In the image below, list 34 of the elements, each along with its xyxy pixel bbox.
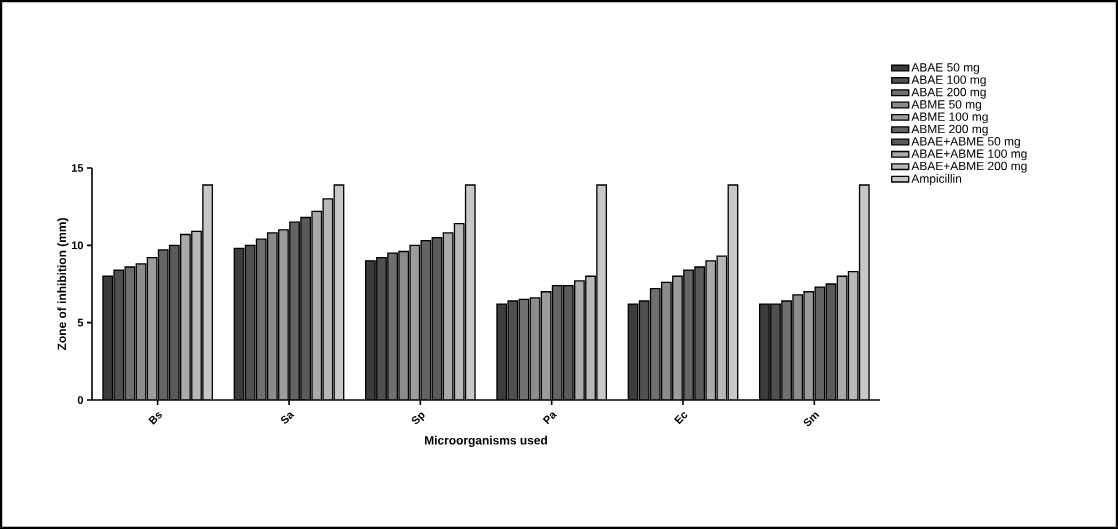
- bar: [376, 257, 387, 400]
- bar: [191, 231, 202, 400]
- legend-label: ABAE 50 mg: [911, 63, 980, 74]
- x-tick-label: Sp: [411, 412, 425, 425]
- legend-label: Ampicillin: [911, 174, 962, 186]
- x-tick-label: Ec: [674, 412, 688, 425]
- x-tick-label: Sm: [803, 412, 820, 427]
- y-axis-title: Zone of inhibition (mm): [57, 218, 69, 351]
- y-tick-label: 15: [71, 164, 84, 172]
- legend-label: ABAE 100 mg: [911, 75, 986, 87]
- legend-label: ABME 100 mg: [911, 112, 988, 124]
- bar: [574, 280, 585, 400]
- y-tick-label: 0: [77, 396, 84, 404]
- bar: [781, 300, 792, 400]
- legend-label: ABAE+ABME 100 mg: [911, 149, 1027, 161]
- bar: [770, 303, 781, 400]
- legend-label: ABME 50 mg: [911, 100, 982, 111]
- legend-label: ABAE 200 mg: [911, 87, 986, 99]
- legend-label: ABAE+ABME 50 mg: [911, 137, 1020, 148]
- x-tick-label: Pa: [542, 412, 557, 425]
- y-tick-label: 10: [71, 241, 84, 250]
- bar: [683, 270, 694, 400]
- bar: [180, 234, 191, 400]
- x-tick-label: Sa: [280, 412, 295, 424]
- x-tick-label: Bs: [148, 412, 162, 425]
- legend-label: ABAE+ABME 200 mg: [911, 161, 1027, 173]
- legend-label: ABME 200 mg: [911, 124, 988, 136]
- x-axis-title: Microorganisms used: [425, 435, 547, 447]
- bar: [289, 222, 300, 400]
- bar: [585, 276, 596, 400]
- y-tick-label: 5: [77, 318, 84, 327]
- bar: [278, 229, 289, 400]
- bar: [387, 253, 398, 400]
- bar: [672, 276, 683, 400]
